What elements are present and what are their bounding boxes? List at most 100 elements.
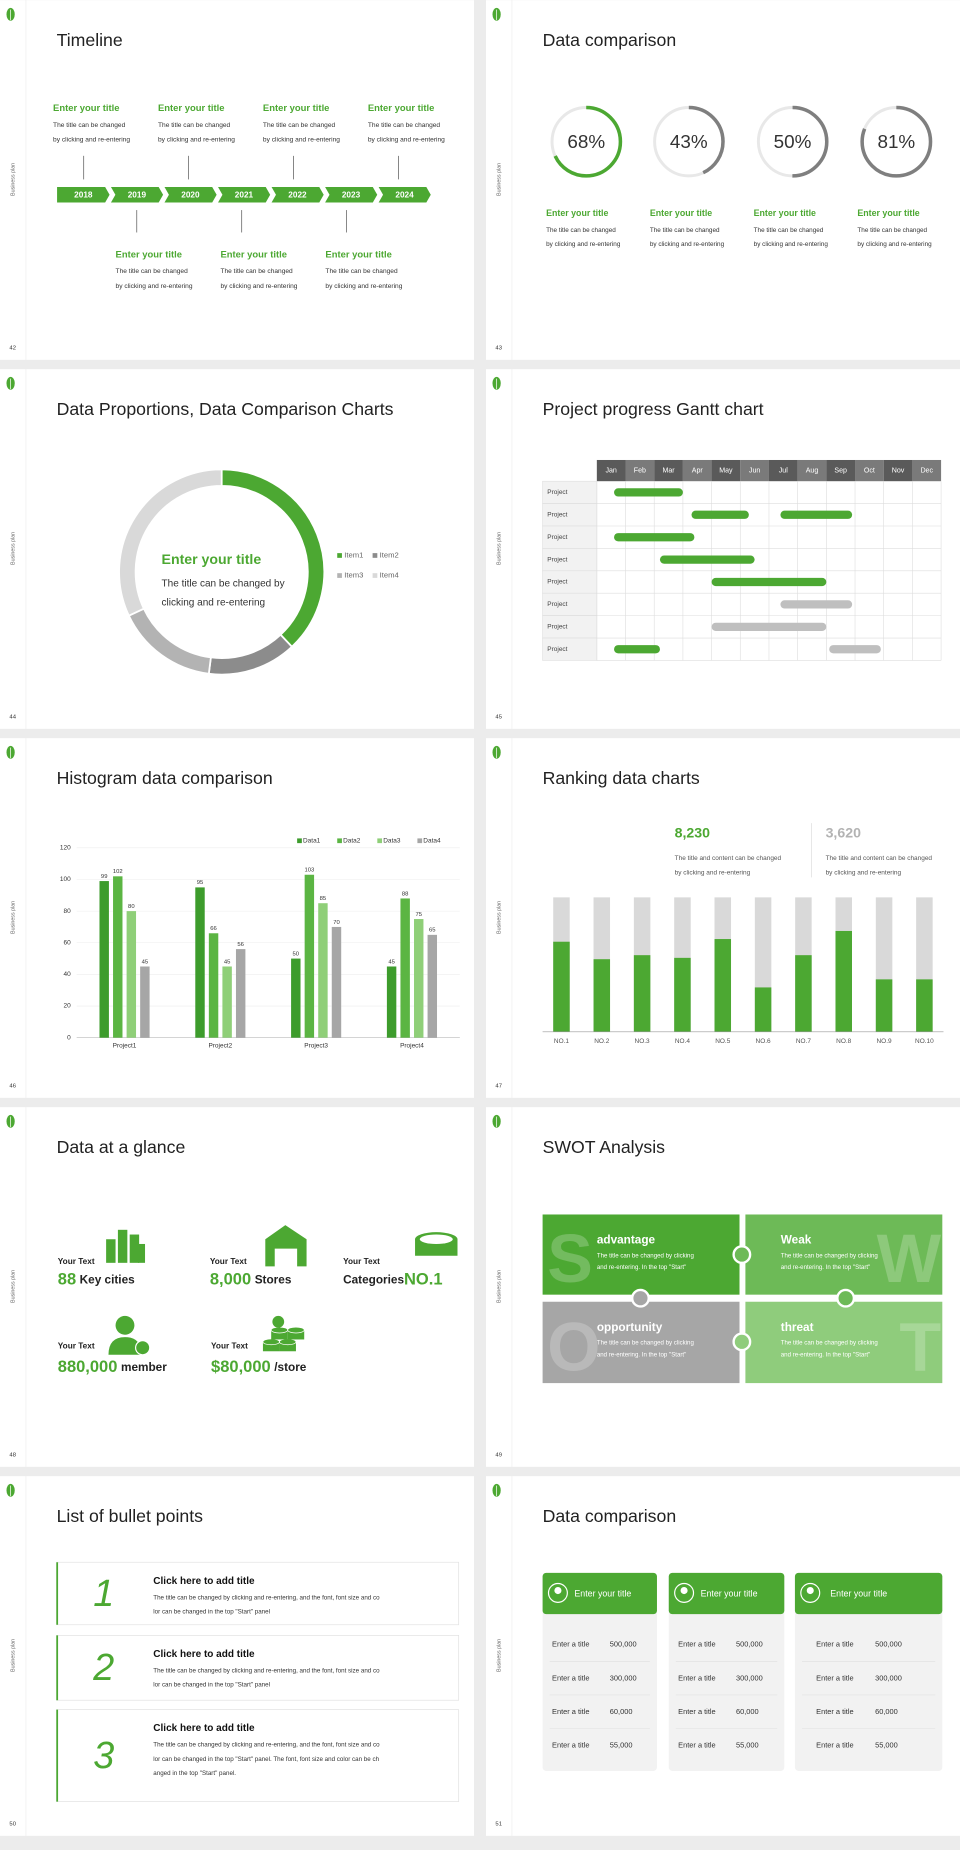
bar <box>674 957 691 1032</box>
bar <box>593 959 611 1032</box>
value-label: 45 <box>142 959 149 965</box>
percent-label: 43% <box>670 131 708 152</box>
stat-label: Your Text <box>343 1257 380 1266</box>
month-label: Jan <box>605 467 616 474</box>
bullet-text: lor can be changed in the top "Start" pa… <box>153 1682 270 1689</box>
value-label: 50 <box>293 951 300 957</box>
item-text: The title can be changed <box>220 268 293 275</box>
gantt-bar <box>614 645 660 654</box>
highlight-text: by clicking and re-entering <box>675 869 751 876</box>
slide: Business plan 51 Data comparison Enter your… <box>486 1476 960 1836</box>
bullet-number: 1 <box>93 1572 114 1614</box>
legend-swatch <box>417 838 423 844</box>
bullet-title: Click here to add title <box>153 1576 255 1587</box>
value-label: 70 <box>333 920 340 926</box>
item-title: Enter your title <box>220 248 287 259</box>
value-label: 45 <box>388 959 395 965</box>
icon-coin-stack <box>262 1341 280 1352</box>
stat-line: CategoriesNO.1 <box>343 1271 442 1289</box>
legend-label: Data4 <box>423 837 441 844</box>
ring-arc <box>652 105 725 178</box>
month-header <box>855 459 884 482</box>
month-label: Oct <box>864 467 875 474</box>
swot-text: The title can be changed by clicking <box>781 1340 879 1347</box>
page-number: 46 <box>9 1084 16 1090</box>
x-tick-label: NO.7 <box>796 1038 812 1045</box>
item-text: The title can be changed <box>263 122 336 129</box>
slide: Business plan 47 Ranking data charts 8,230 T… <box>486 738 960 1098</box>
slide-title: Data comparison <box>543 30 677 50</box>
legend-swatch <box>337 838 342 844</box>
year-chevron <box>162 186 218 204</box>
value-label: 45 <box>224 959 231 965</box>
slide-title: Timeline <box>57 30 123 50</box>
icon-building <box>137 1243 146 1263</box>
side-label: Business plan <box>10 532 16 565</box>
icon-building <box>117 1229 128 1263</box>
bar <box>222 966 232 1038</box>
page-number: 51 <box>495 1822 502 1828</box>
row-label: Enter a title <box>678 1707 715 1716</box>
bullet-text: The title can be changed by clicking and… <box>153 1742 380 1749</box>
bullet-title: Click here to add title <box>153 1723 255 1734</box>
item-text: The title can be changed <box>116 268 189 275</box>
year-label: 2020 <box>181 191 200 200</box>
bullet-text: lor can be changed in the top "Start" pa… <box>153 1756 379 1763</box>
stat-unit: Categories <box>343 1274 404 1287</box>
bullet-number: 3 <box>93 1734 114 1776</box>
item-text: by clicking and re-entering <box>325 283 402 290</box>
card-icon-dot <box>806 1587 814 1595</box>
y-tick-label: 100 <box>60 876 71 883</box>
swot-text: The title can be changed by clicking <box>781 1252 879 1259</box>
card-icon-dot <box>680 1587 688 1595</box>
row-value: 300,000 <box>875 1673 902 1682</box>
side-label: Business plan <box>10 163 16 196</box>
gantt-bar <box>780 510 853 519</box>
puzzle-knob <box>631 1288 650 1308</box>
bar <box>113 876 123 1038</box>
icon-coin-symbol <box>272 1315 285 1328</box>
row-label: Enter a title <box>816 1640 853 1649</box>
bullet-box <box>56 1561 460 1626</box>
page-number: 45 <box>495 715 502 721</box>
item-title: Enter your title <box>857 208 919 218</box>
legend-swatch <box>297 838 302 844</box>
stat-line: 880,000 member <box>58 1358 167 1376</box>
bar <box>754 987 772 1032</box>
row-value: 55,000 <box>736 1741 759 1750</box>
side-label: Business plan <box>10 1270 16 1303</box>
year-chevron <box>376 186 432 204</box>
value-label: 99 <box>101 874 108 880</box>
month-header <box>682 459 712 482</box>
icon-coin <box>270 1326 289 1334</box>
stat-unit: member <box>121 1361 167 1374</box>
item-title: Enter your title <box>116 248 183 259</box>
month-label: Aug <box>806 467 819 474</box>
row-label: Enter a title <box>678 1640 715 1649</box>
stat-value: $80,000 <box>211 1358 271 1376</box>
card-title: Enter your title <box>701 1588 758 1598</box>
row-label: Project <box>547 534 567 541</box>
side-label: Business plan <box>10 1639 16 1672</box>
item-title: Enter your title <box>263 102 330 113</box>
item-text: The title can be changed <box>650 227 720 234</box>
slide-title: Data comparison <box>543 1506 677 1526</box>
month-label: Mar <box>662 467 675 474</box>
gantt-bar <box>711 622 827 631</box>
icon-building <box>106 1239 116 1263</box>
icon-cylinder-body <box>415 1239 458 1256</box>
row-value: 300,000 <box>610 1673 637 1682</box>
bar <box>916 979 933 1032</box>
month-header <box>711 459 741 482</box>
icon-person-body <box>108 1337 142 1355</box>
row-value: 300,000 <box>736 1673 763 1682</box>
slide: Business plan 45 Project progress Gantt ch… <box>486 369 960 729</box>
percent-label: 81% <box>877 131 915 152</box>
stat-unit: /store <box>274 1361 307 1374</box>
x-tick-label: NO.5 <box>715 1038 731 1045</box>
item-text: by clicking and re-entering <box>650 241 725 248</box>
card-body <box>542 1572 657 1771</box>
puzzle-knob <box>836 1288 856 1308</box>
stat-label: Your Text <box>210 1257 247 1266</box>
